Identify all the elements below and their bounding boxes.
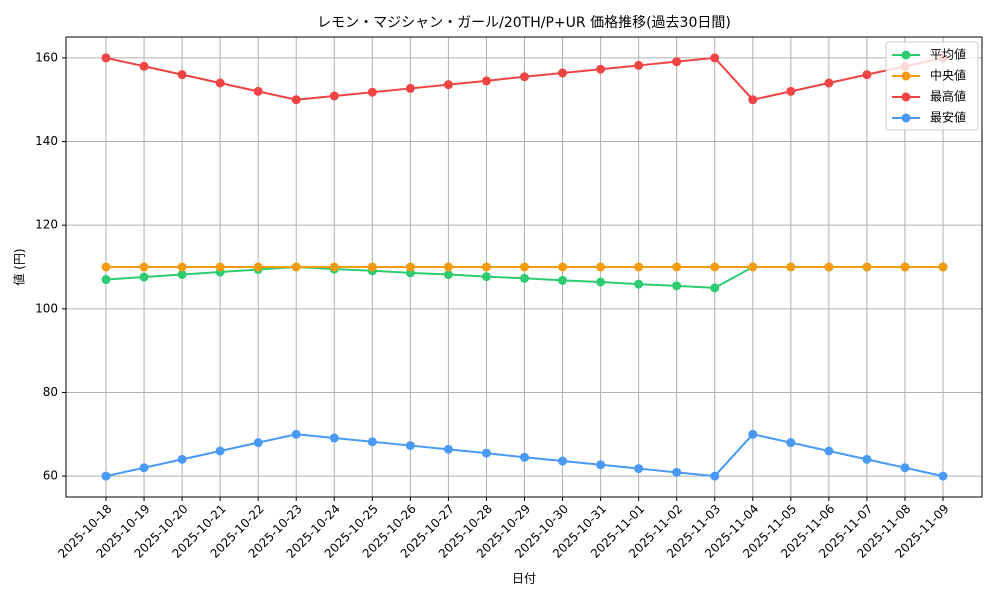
legend-box [885, 41, 979, 131]
data-point [672, 262, 682, 272]
data-point [748, 262, 758, 272]
data-point [520, 262, 529, 272]
data-point [329, 91, 339, 101]
data-point [862, 70, 872, 80]
data-point [177, 70, 187, 80]
data-point [634, 262, 644, 272]
legend-marker [901, 71, 911, 81]
data-point [139, 61, 149, 71]
data-point [862, 262, 872, 272]
legend-label: 最高値 [930, 89, 966, 104]
data-point [710, 283, 720, 293]
data-point [558, 456, 568, 466]
data-point [596, 64, 606, 74]
legend-label: 平均値 [930, 47, 966, 62]
data-point [558, 68, 568, 78]
data-point [481, 76, 491, 86]
plot-frame [65, 36, 983, 498]
data-point [824, 446, 834, 456]
data-point [215, 78, 225, 88]
data-point [367, 437, 377, 447]
data-point [634, 60, 644, 70]
data-point [367, 87, 377, 97]
data-point [215, 262, 225, 272]
data-point [481, 448, 491, 458]
data-point [139, 463, 149, 473]
data-point [672, 467, 682, 477]
legend-marker [901, 50, 911, 60]
data-point [938, 262, 948, 272]
y-tick-label: 120 [35, 218, 58, 232]
data-point [405, 262, 415, 272]
data-point [405, 83, 415, 93]
data-point [291, 95, 301, 105]
data-point [520, 273, 529, 283]
data-point [329, 262, 339, 272]
data-point [291, 429, 301, 439]
data-point [634, 279, 644, 289]
data-point [177, 270, 187, 280]
data-point [596, 460, 606, 470]
legend-marker [901, 113, 911, 123]
chart-title: レモン・マジシャン・ガール/20TH/P+UR 価格推移(過去30日間) [317, 15, 731, 31]
data-point [824, 262, 834, 272]
data-point [443, 444, 453, 454]
data-point [481, 262, 491, 272]
data-point [672, 281, 682, 291]
data-point [443, 270, 453, 280]
x-axis-label: 日付 [512, 572, 536, 586]
y-tick-label: 160 [35, 50, 58, 64]
data-point [405, 441, 415, 451]
data-point [253, 262, 263, 272]
data-point [101, 262, 111, 272]
y-tick-label: 100 [35, 301, 58, 315]
data-point [177, 262, 187, 272]
data-point [520, 72, 529, 82]
data-point [329, 433, 339, 443]
data-point [786, 262, 796, 272]
data-point [101, 471, 111, 481]
legend-marker [901, 92, 911, 102]
data-point [862, 454, 872, 464]
data-point [558, 262, 568, 272]
data-point [672, 57, 682, 67]
data-point [253, 438, 263, 448]
data-point [481, 272, 491, 282]
legend-label: 最安値 [930, 110, 966, 125]
data-point [596, 262, 606, 272]
data-point [786, 86, 796, 96]
data-point [177, 454, 187, 464]
y-axis-label: 値 (円) [12, 248, 27, 285]
data-point [139, 272, 149, 282]
y-tick-label: 80 [43, 385, 58, 399]
data-point [748, 429, 758, 439]
data-point [634, 464, 644, 474]
data-point [900, 463, 910, 473]
data-point [253, 86, 263, 96]
data-point [101, 275, 111, 285]
data-point [748, 95, 758, 105]
data-point [710, 262, 720, 272]
data-point [710, 471, 720, 481]
data-point [139, 262, 149, 272]
data-point [596, 277, 606, 287]
data-point [215, 446, 225, 456]
data-point [900, 262, 910, 272]
data-point [824, 78, 834, 88]
data-point [786, 438, 796, 448]
y-tick-label: 60 [43, 469, 58, 483]
data-point [520, 452, 529, 462]
y-tick-label: 140 [35, 134, 58, 148]
data-point [443, 262, 453, 272]
legend-label: 中央値 [930, 68, 966, 83]
data-point [558, 275, 568, 285]
data-point [101, 53, 111, 63]
data-point [938, 471, 948, 481]
data-point [710, 53, 720, 63]
data-point [291, 262, 301, 272]
data-point [443, 80, 453, 90]
data-point [367, 262, 377, 272]
